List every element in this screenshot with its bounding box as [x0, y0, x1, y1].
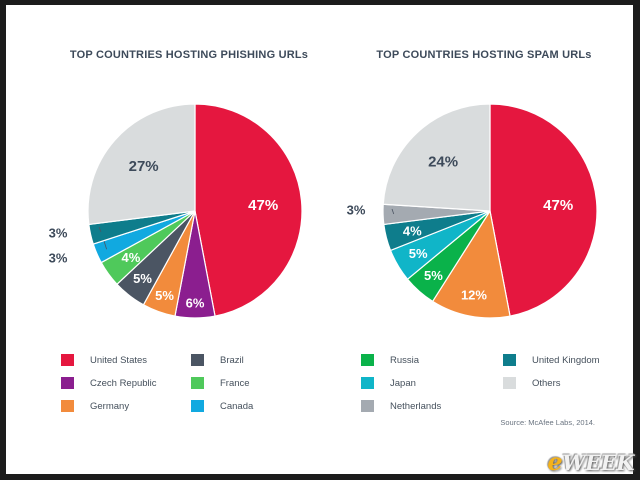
phishing-chart-title: TOP COUNTRIES HOSTING PHISHING URLs [69, 49, 309, 61]
spam-slice-others [382, 103, 491, 212]
phishing-label-united-states: 47% [248, 197, 278, 214]
phishing-legend-item-united-states: United States [61, 353, 147, 367]
spam-callout-line [391, 208, 395, 215]
phishing-pie-chart: 47%6%5%5%4%3%3%27%47%12%5%5%4%3%24% [49, 103, 598, 319]
legend-label: United Kingdom [532, 354, 600, 366]
spam-slice-germany [431, 209, 511, 319]
spam-legend-item-russia: Russia [361, 353, 419, 367]
spam-label-others: 24% [428, 153, 458, 170]
spam-label-germany: 12% [461, 288, 487, 303]
spam-slice-united-states [489, 103, 598, 317]
phishing-callout-line [98, 226, 102, 233]
spam-label-japan: 5% [409, 246, 428, 261]
legend-swatch [61, 400, 74, 412]
legend-label: Czech Republic [90, 377, 157, 389]
phishing-label-germany: 5% [155, 288, 174, 303]
phishing-legend-item-france: France [191, 376, 250, 390]
legend-swatch [61, 354, 74, 366]
legend-swatch [191, 354, 204, 366]
legend-label: United States [90, 354, 148, 366]
spam-label-united-states: 47% [543, 197, 573, 214]
source-note: Source: McAfee Labs, 2014. [500, 418, 595, 427]
legend-label: Japan [390, 377, 416, 389]
legend-label: France [220, 377, 250, 389]
legend-label: Germany [90, 400, 130, 412]
phishing-legend-item-czech-republic: Czech Republic [61, 376, 157, 390]
legend-label: Canada [220, 400, 254, 412]
legend-swatch [361, 377, 374, 389]
spam-legend-item-united-kingdom: United Kingdom [503, 353, 600, 367]
legend-swatch [503, 377, 516, 389]
phishing-legend-item-canada: Canada [191, 399, 253, 413]
phishing-label-czech-republic: 6% [186, 296, 205, 311]
spam-label-netherlands: 3% [347, 203, 366, 218]
spam-label-russia: 5% [424, 268, 443, 283]
phishing-label-france: 4% [122, 250, 141, 265]
phishing-callout-line [103, 240, 108, 250]
infographic-frame: TOP COUNTRIES HOSTING PHISHING URLs TOP … [6, 5, 633, 474]
legend-swatch [191, 377, 204, 389]
legend-swatch [361, 400, 374, 412]
spam-legend-item-netherlands: Netherlands [361, 399, 441, 413]
legend-label: Brazil [220, 354, 244, 366]
phishing-label-others: 27% [129, 158, 159, 175]
phishing-legend-item-germany: Germany [61, 399, 129, 413]
legend-label: Netherlands [390, 400, 442, 412]
legend-swatch [61, 377, 74, 389]
spam-label-united-kingdom: 4% [403, 224, 422, 239]
phishing-label-united-kingdom: 3% [49, 226, 68, 241]
phishing-legend-item-brazil: Brazil [191, 353, 244, 367]
legend-label: Russia [390, 354, 420, 366]
spam-legend-item-japan: Japan [361, 376, 416, 390]
phishing-slice-others [87, 103, 196, 226]
spam-legend-item-others: Others [503, 376, 561, 390]
legend-label: Others [532, 377, 561, 389]
spam-chart-title: TOP COUNTRIES HOSTING SPAM URLs [376, 49, 592, 61]
legend-swatch [503, 354, 516, 366]
eweek-logo: eWEEK [547, 447, 634, 476]
legend-swatch [191, 400, 204, 412]
legend-swatch [361, 354, 374, 366]
phishing-label-brazil: 5% [133, 271, 152, 286]
phishing-slice-united-states [194, 103, 303, 317]
phishing-label-canada: 3% [49, 251, 68, 266]
